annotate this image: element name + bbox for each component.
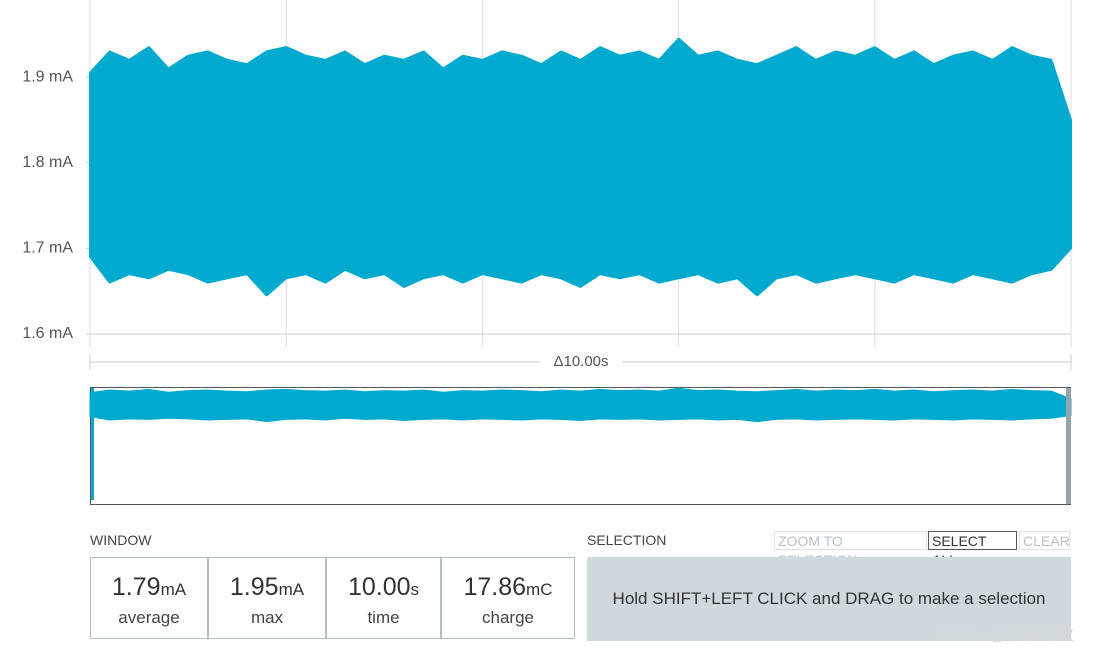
watermark: CSDN @矜辰所致 — [936, 625, 1075, 644]
stat-unit: mA — [278, 580, 305, 599]
stat-card: 10.00s time — [326, 557, 441, 639]
window-title: WINDOW — [90, 532, 152, 548]
stat-value: 17.86mC — [442, 573, 574, 602]
stat-unit: mA — [160, 580, 187, 599]
selection-title: SELECTION — [587, 532, 667, 548]
y-tick-label: 1.8 mA — [22, 154, 73, 171]
y-tick-label: 1.6 mA — [22, 325, 73, 342]
stat-value: 1.95mA — [209, 573, 325, 602]
stat-number: 1.95 — [229, 573, 279, 601]
current-band — [89, 37, 1072, 297]
select-all-button[interactable]: SELECT ALL — [928, 531, 1017, 568]
y-tick-label: 1.9 mA — [22, 68, 73, 85]
stat-label: charge — [482, 608, 534, 627]
stat-value: 10.00s — [327, 573, 440, 602]
stat-unit: s — [410, 580, 420, 599]
stat-number: 10.00 — [347, 573, 411, 601]
selection-message: Hold SHIFT+LEFT CLICK and DRAG to make a… — [587, 557, 1071, 641]
window-label: Δ10.00s — [553, 353, 608, 370]
stat-label: average — [118, 608, 180, 627]
stat-card: 1.95mA max — [208, 557, 326, 639]
minimap-band — [89, 387, 1072, 423]
minimap-handle — [1066, 388, 1071, 504]
stat-number: 1.79 — [111, 573, 161, 601]
y-tick-label: 1.7 mA — [22, 240, 73, 257]
minimap-spike — [91, 388, 94, 500]
stat-label: max — [250, 608, 284, 627]
chart: 1.6 mA 1.7 mA 1.8 mA 1.9 mA Δ10.00s — [22, 0, 1072, 505]
stat-number: 17.86 — [463, 573, 527, 601]
stat-value: 1.79mA — [91, 573, 207, 602]
stat-label: time — [367, 608, 400, 627]
clear-button[interactable]: CLEAR — [1019, 531, 1070, 550]
zoom-button[interactable]: ZOOM TO SELECTION — [774, 531, 927, 568]
stat-card: 17.86mC charge — [441, 557, 575, 639]
stat-unit: mC — [526, 580, 553, 599]
stat-card: 1.79mA average — [90, 557, 208, 639]
